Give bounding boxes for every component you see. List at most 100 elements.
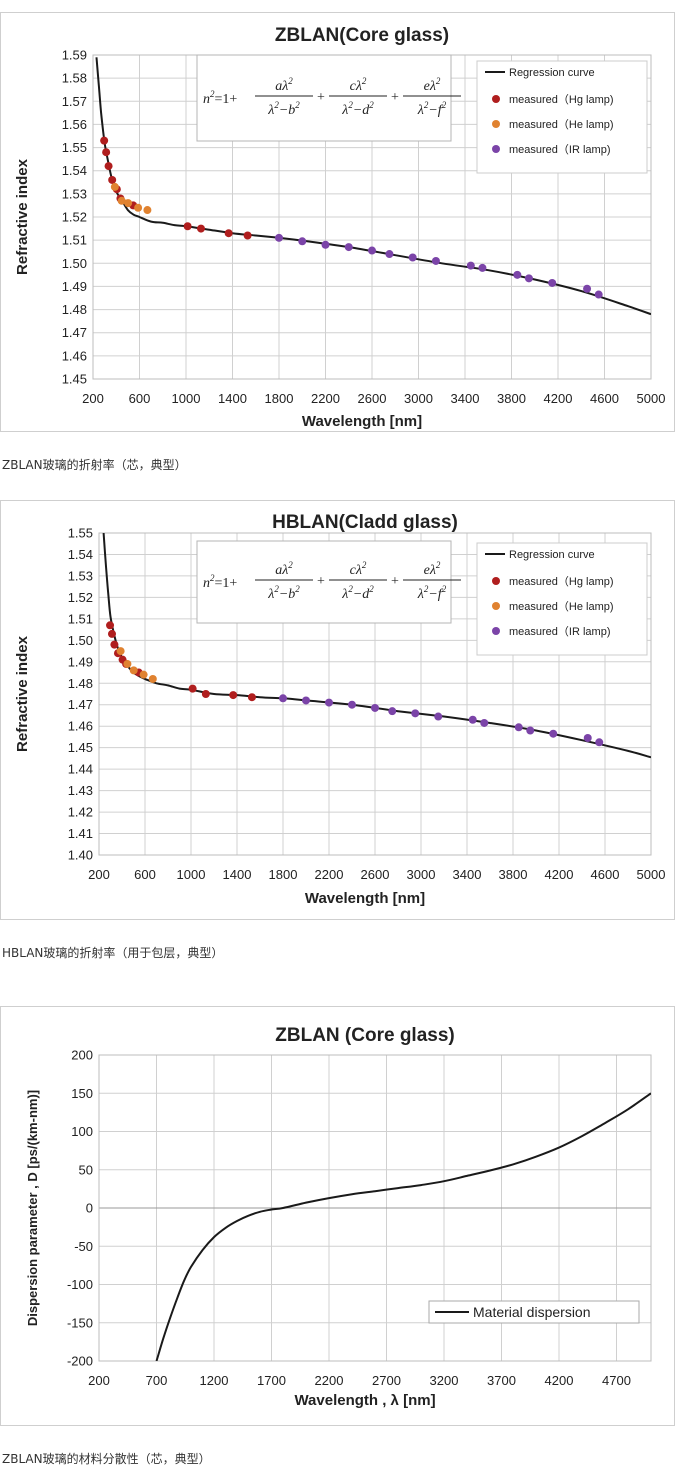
y-tick-label: 1.42 <box>68 805 93 820</box>
x-tick-label: 700 <box>146 1373 168 1388</box>
y-tick-label: 1.49 <box>62 279 87 294</box>
data-point <box>526 726 535 735</box>
chart-panel-hblan-index: HBLAN(Cladd glass) 1.40 1.41 1.42 1.43 1.44 1.… <box>0 500 675 920</box>
legend-marker <box>492 120 500 128</box>
data-point <box>108 175 117 184</box>
y-tick-label: -50 <box>74 1239 93 1254</box>
y-tick-label: 1.51 <box>68 611 93 626</box>
formula-den-var: λ <box>267 103 274 118</box>
data-point <box>594 290 603 299</box>
formula-numerator: cλ2 <box>350 76 367 94</box>
data-point <box>107 629 116 638</box>
formula-num-var: eλ <box>424 563 436 578</box>
y-tick-label: 1.53 <box>62 186 87 201</box>
formula-num-sup: 2 <box>288 560 293 570</box>
plot-area <box>95 57 651 316</box>
data-point <box>325 698 333 707</box>
formula-den-sup: 2 <box>348 584 353 594</box>
data-point <box>201 690 210 698</box>
formula-den-minus: −d <box>353 103 370 118</box>
legend-label: measured（Hg lamp) <box>509 93 614 106</box>
data-point <box>480 718 489 727</box>
data-point <box>243 231 252 240</box>
formula-plus: + <box>391 90 399 105</box>
data-point <box>104 162 113 171</box>
legend-marker <box>492 627 500 635</box>
data-point <box>124 199 133 208</box>
legend-marker <box>492 145 500 153</box>
legend-label: measured（IR lamp) <box>509 143 610 156</box>
formula-den-sup: 2 <box>348 100 353 110</box>
data-point <box>188 684 197 693</box>
formula-num-sup: 2 <box>362 560 367 570</box>
chart-title: ZBLAN(Core glass) <box>275 25 449 46</box>
chart-title: ZBLAN (Core glass) <box>275 1025 454 1046</box>
y-tick-label: 1.51 <box>62 233 87 248</box>
formula-plus: + <box>391 574 399 589</box>
legend-label: Regression curve <box>509 549 595 561</box>
formula-denominator: λ2−f2 <box>417 100 447 118</box>
x-axis-label: Wavelength [nm] <box>302 413 422 430</box>
legend-marker <box>492 95 500 103</box>
plot-frame <box>98 532 652 856</box>
formula-den-var: λ <box>417 587 424 602</box>
legend-label: Material dispersion <box>473 1304 591 1320</box>
data-point <box>247 693 256 702</box>
legend-box <box>476 542 648 656</box>
formula-eq: =1+ <box>215 92 238 107</box>
chart-zblan-refractive-index: ZBLAN(Core glass) 1.45 1.46 1.47 1.48 1.49 1.5… <box>14 25 666 430</box>
formula-denominator: λ2−b2 <box>267 100 300 118</box>
formula-num-sup: 2 <box>288 76 293 86</box>
x-tick-label: 2700 <box>372 1373 401 1388</box>
y-tick-label: 1.40 <box>68 848 93 863</box>
data-point <box>513 270 522 279</box>
formula-den-minus: −f <box>428 587 443 602</box>
y-tick-label: 1.48 <box>68 676 93 691</box>
data-point <box>298 237 307 246</box>
formula-den-minus-sup: 2 <box>442 100 447 110</box>
x-tick-label: 4200 <box>544 391 573 406</box>
formula-den-sup: 2 <box>424 100 429 110</box>
data-point <box>196 224 205 233</box>
y-tick-label: 1.47 <box>62 325 87 340</box>
formula-den-minus-sup: 2 <box>295 584 300 594</box>
x-tick-label: 3400 <box>451 391 480 406</box>
caption-zblan-dispersion: ZBLAN玻璃的材料分散性（芯，典型） <box>2 1452 211 1466</box>
data-point <box>583 284 592 293</box>
y-tick-label: 1.56 <box>62 117 87 132</box>
formula-den-minus: −b <box>279 587 295 602</box>
x-tick-label: 5000 <box>637 391 666 406</box>
y-tick-label: 1.46 <box>62 348 87 363</box>
y-tick-label: 1.50 <box>68 633 93 648</box>
formula-num-var: cλ <box>350 79 362 94</box>
data-point <box>183 222 192 231</box>
formula-plus: + <box>317 574 325 589</box>
x-tick-label: 4600 <box>591 867 620 882</box>
x-tick-label: 4700 <box>602 1373 631 1388</box>
y-tick-label: 1.59 <box>62 48 87 63</box>
formula-den-sup: 2 <box>424 584 429 594</box>
data-point <box>548 278 557 287</box>
caption-hblan-index: HBLAN玻璃的折射率（用于包层，典型） <box>2 946 224 960</box>
data-point <box>478 263 487 272</box>
formula-num-sup: 2 <box>436 560 441 570</box>
data-point <box>110 640 119 649</box>
x-axis-label: Wavelength [nm] <box>305 890 425 907</box>
plot-area <box>155 1092 651 1361</box>
y-tick-label: 0 <box>86 1201 93 1216</box>
y-tick-label: 1.46 <box>68 719 93 734</box>
x-tick-label: 3700 <box>487 1373 516 1388</box>
y-axis-label: Dispersion parameter , D [ps/(km-nm)] <box>25 1090 40 1326</box>
legend-box <box>476 60 648 174</box>
x-tick-label: 600 <box>134 867 156 882</box>
y-tick-label: 1.44 <box>68 762 93 777</box>
data-point <box>368 246 376 255</box>
y-tick-label: 1.41 <box>68 826 93 841</box>
x-tick-label: 1000 <box>172 391 201 406</box>
data-point <box>123 659 132 668</box>
data-point <box>524 274 533 283</box>
data-point <box>279 694 287 703</box>
formula-numerator: aλ2 <box>275 560 293 578</box>
data-point <box>229 691 238 700</box>
